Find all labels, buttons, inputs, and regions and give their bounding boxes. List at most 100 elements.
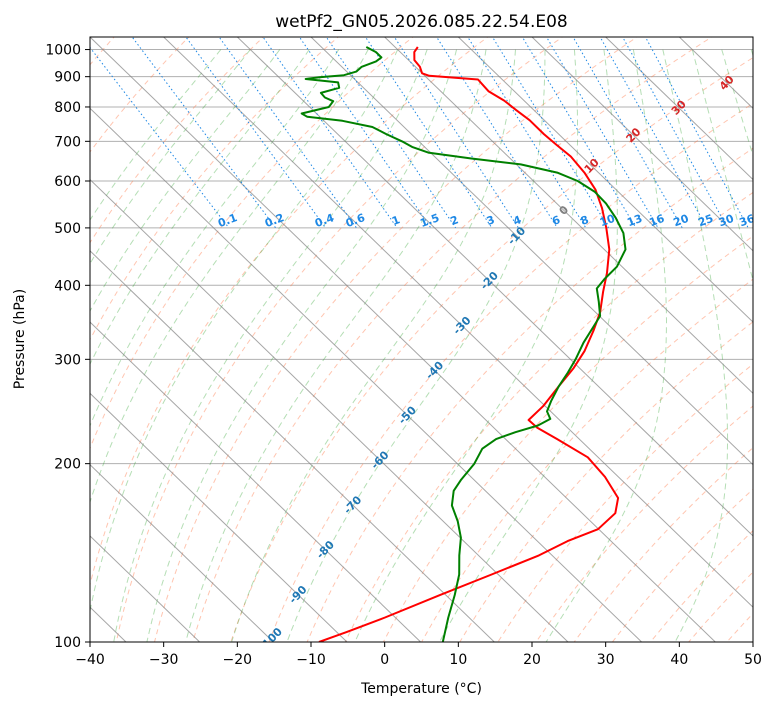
mixing-ratio-line <box>262 37 398 229</box>
moist-adiabat <box>90 49 340 428</box>
mixing-ratio-label: 1 <box>390 213 402 228</box>
mixing-ratio-line <box>325 37 457 229</box>
moist-adiabat <box>113 49 428 642</box>
isotherm-line <box>90 178 569 642</box>
x-tick-label: −10 <box>296 652 326 668</box>
isotherm-line <box>383 37 753 395</box>
dry-adiabat <box>382 235 753 642</box>
isotherm-line <box>90 107 643 642</box>
y-tick-label: 100 <box>54 635 81 651</box>
isotherm-line <box>310 37 753 466</box>
dry-adiabat <box>268 102 753 642</box>
isotherm-line <box>162 37 753 608</box>
mixing-ratio-line <box>622 37 728 229</box>
dry-adiabat <box>90 37 339 341</box>
dry-adiabat <box>90 37 265 244</box>
moist-adiabat <box>185 49 487 642</box>
mixing-ratio-line <box>298 37 432 229</box>
mixing-ratio-label: 16 <box>647 212 666 230</box>
mixing-ratio-label: 0.1 <box>216 211 239 230</box>
x-axis-label: Temperature (°C) <box>360 681 482 697</box>
isotherm-line <box>90 392 348 642</box>
moist-adiabat <box>90 49 399 614</box>
x-tick-label: 20 <box>523 652 541 668</box>
mixing-ratio-label: 25 <box>696 212 715 229</box>
isotherm-line <box>90 535 201 642</box>
x-tick-label: 50 <box>744 652 762 668</box>
moist-adiabat <box>231 49 516 642</box>
isotherm-line <box>90 321 422 642</box>
isotherm-line <box>90 37 717 642</box>
mixing-ratio-line <box>436 37 558 229</box>
moist-adiabat <box>90 49 251 265</box>
y-tick-label: 700 <box>54 134 81 150</box>
mixing-ratio-label: 4 <box>511 213 523 228</box>
mixing-ratio-label: 0.2 <box>263 211 286 230</box>
dry-adiabat <box>421 278 753 642</box>
isotherm-line <box>531 37 753 252</box>
moist-adiabat <box>90 49 222 221</box>
mixing-ratio-label: 6 <box>550 213 562 228</box>
mixing-ratio-label: 0.4 <box>313 211 336 230</box>
y-tick-label: 300 <box>54 352 81 368</box>
mixing-ratio-line <box>599 37 708 229</box>
x-tick-label: 0 <box>380 652 389 668</box>
dry-adiabat <box>115 37 564 642</box>
background-lines <box>90 37 753 642</box>
moist-adiabat <box>545 49 667 642</box>
temperature-profile-line <box>318 46 620 642</box>
y-tick-label: 200 <box>54 457 81 473</box>
moist-adiabat <box>90 49 281 313</box>
y-tick-label: 900 <box>54 70 81 86</box>
mixing-ratio-line <box>218 37 357 229</box>
mixing-ratio-line <box>393 37 519 229</box>
y-tick-label: 600 <box>54 174 81 190</box>
mixing-ratio-label: 3 <box>485 213 497 228</box>
moist-adiabat <box>721 49 753 158</box>
moist-adiabat <box>354 49 579 642</box>
x-tick-label: −40 <box>75 652 105 668</box>
dry-adiabat <box>306 147 753 642</box>
isotherm-line <box>90 250 496 642</box>
y-axis-label: Pressure (hPa) <box>12 289 28 389</box>
mixing-ratio-line <box>545 37 659 229</box>
isotherm-line <box>90 463 275 642</box>
mixing-ratio-label: 36 <box>738 212 757 230</box>
mixing-ratio-line <box>90 46 230 229</box>
moist-adiabat <box>691 49 753 283</box>
moist-adiabat <box>439 49 618 642</box>
axes: −40 −30 −20 −10 0 10 20 30 40 50 1000 900 800 700 600 5… <box>45 43 762 668</box>
x-tick-label: 30 <box>597 652 615 668</box>
plot-frame <box>89 36 754 643</box>
profile-lines <box>300 46 627 642</box>
mixing-ratio-label: 20 <box>672 212 691 230</box>
mixing-ratio-line <box>521 37 637 229</box>
isotherm-line <box>457 37 753 323</box>
dewpoint-profile-line <box>300 46 627 642</box>
mixing-ratio-label: 0.6 <box>344 211 367 230</box>
moist-adiabat <box>146 49 458 642</box>
mixing-ratio-label: 8 <box>579 213 591 228</box>
dry-adiabat <box>497 363 753 642</box>
x-tick-label: 10 <box>449 652 467 668</box>
chart-title: wetPf2_GN05.2026.085.22.54.E08 <box>275 12 567 32</box>
mixing-ratio-label: 10 <box>598 212 617 230</box>
y-tick-label: 1000 <box>45 43 81 59</box>
dry-adiabat <box>154 37 638 642</box>
x-tick-label: 40 <box>670 652 688 668</box>
x-tick-label: −30 <box>149 652 179 668</box>
mixing-ratio-label: 30 <box>717 212 736 230</box>
isotherm-line <box>604 37 753 181</box>
moist-adiabat <box>90 49 310 366</box>
y-tick-label: 400 <box>54 278 81 294</box>
x-tick-label: −20 <box>223 652 253 668</box>
moist-adiabat <box>286 49 546 642</box>
y-tick-label: 800 <box>54 100 81 116</box>
mixing-ratio-line <box>572 37 683 229</box>
dry-adiabat <box>90 37 190 153</box>
moist-adiabat <box>90 49 369 504</box>
dry-adiabat <box>230 57 753 642</box>
